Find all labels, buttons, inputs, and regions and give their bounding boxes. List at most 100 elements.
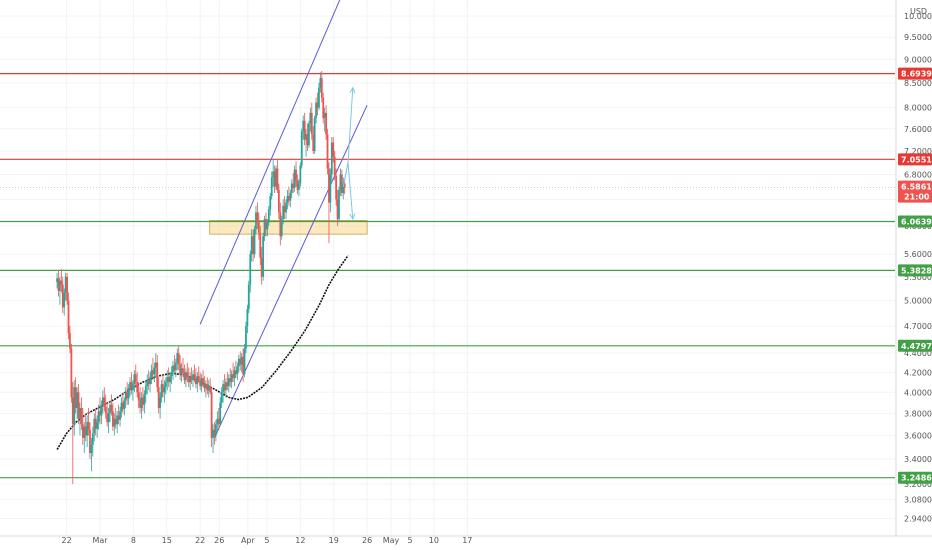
candle-body	[150, 370, 153, 378]
candle-body	[69, 333, 71, 349]
candle-body	[81, 424, 84, 438]
candle	[236, 362, 239, 381]
candle	[182, 357, 184, 378]
candle-body	[283, 205, 286, 213]
candle-body	[146, 380, 149, 387]
candle	[322, 92, 325, 124]
candle-body	[104, 406, 107, 414]
candle	[308, 120, 310, 149]
candle	[71, 382, 74, 484]
support-zone-rect	[209, 219, 368, 235]
candle-body	[245, 326, 247, 349]
candle	[204, 380, 207, 398]
candle	[222, 380, 224, 403]
candle	[233, 366, 236, 387]
x-tick-label: 5	[408, 536, 413, 545]
candle	[156, 355, 159, 393]
y-tick-label: 10.0000	[904, 12, 932, 21]
x-tick-label: 26	[362, 536, 372, 545]
candle	[216, 411, 219, 434]
candle	[136, 372, 139, 398]
candle-body	[279, 212, 282, 237]
candle-body	[143, 394, 146, 405]
candle-body	[319, 78, 322, 88]
candle	[100, 400, 103, 425]
candle-body	[250, 236, 253, 255]
candle	[267, 205, 270, 226]
candle	[186, 362, 189, 383]
candle-body	[110, 404, 113, 412]
candle-body	[183, 372, 186, 381]
candle-body	[316, 102, 319, 108]
candle-body	[101, 397, 104, 405]
candle-body	[226, 382, 229, 387]
candle	[306, 123, 309, 151]
candle	[149, 372, 151, 393]
candle-body	[86, 422, 89, 436]
candle	[282, 199, 285, 225]
x-tick-label: 12	[295, 536, 305, 545]
candle-body	[232, 374, 234, 379]
candle-body	[230, 374, 233, 383]
candle	[286, 189, 289, 210]
candle	[64, 272, 67, 301]
candle-body	[83, 426, 86, 438]
x-tick-label: 22	[195, 536, 205, 545]
x-tick-label: 19	[329, 536, 339, 545]
candle-body	[309, 112, 312, 124]
candle	[133, 370, 136, 393]
x-tick-label: May	[383, 536, 400, 545]
candle-body	[256, 212, 259, 223]
candle	[124, 387, 127, 408]
candle-body	[229, 378, 232, 383]
x-tick-label: 8	[131, 536, 136, 545]
candle-body	[253, 229, 256, 255]
candle	[193, 364, 196, 383]
candle-body	[206, 384, 209, 391]
x-tick-label: 5	[264, 536, 269, 545]
time-axis[interactable]: 22 Mar 8 15 22 26 Apr 5 12 19 26 May 5 10 17	[0, 535, 932, 545]
candle-body	[90, 444, 93, 454]
last-price-tag	[898, 180, 932, 203]
candle	[246, 304, 249, 334]
candle	[107, 407, 110, 434]
candle	[67, 292, 70, 340]
candle-body	[111, 411, 114, 427]
candle-body	[189, 376, 192, 383]
candle	[153, 362, 156, 383]
candle	[263, 215, 266, 242]
candle	[196, 372, 199, 393]
candle	[206, 377, 209, 395]
y-tick-label: 8.5000	[904, 79, 932, 88]
candle-body	[196, 376, 199, 385]
candle-body	[203, 383, 206, 389]
candle-body	[97, 411, 100, 423]
candle-body	[342, 183, 345, 193]
candle	[90, 437, 93, 472]
candle-body	[302, 120, 305, 132]
candle	[329, 168, 332, 213]
candle	[330, 136, 333, 181]
candle	[300, 128, 303, 169]
candle-body	[136, 382, 139, 393]
candle	[209, 378, 212, 395]
candle-body	[287, 196, 290, 201]
candle	[167, 367, 170, 388]
y-tick-label: 5.6000	[904, 250, 932, 259]
candle-body	[57, 278, 60, 291]
candle	[109, 400, 111, 423]
candle-body	[80, 407, 83, 425]
candles	[56, 70, 346, 484]
candle-body	[323, 112, 326, 119]
candle-body	[336, 199, 339, 220]
candle	[200, 374, 203, 393]
candle	[197, 366, 200, 383]
candle-body	[119, 411, 121, 420]
candle	[57, 270, 60, 297]
candle-body	[114, 418, 117, 425]
candle-body	[339, 174, 342, 190]
candle	[273, 165, 276, 193]
candle-body	[312, 134, 315, 151]
candle-body	[247, 284, 250, 309]
